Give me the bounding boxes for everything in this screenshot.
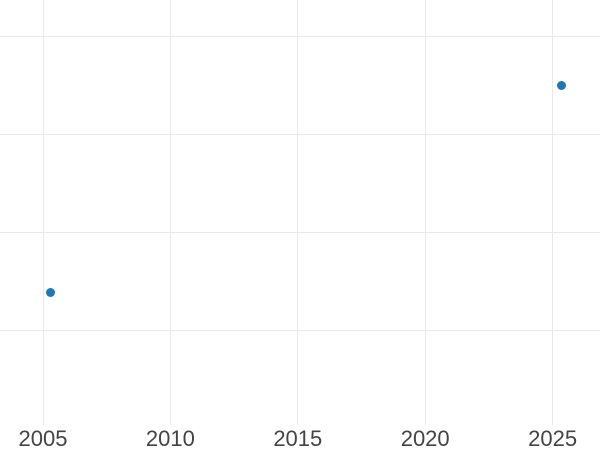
gridline-vertical	[297, 0, 299, 425]
gridline-horizontal	[0, 133, 600, 135]
data-point[interactable]	[556, 80, 566, 90]
gridline-horizontal	[0, 35, 600, 37]
x-tick-label: 2005	[18, 426, 68, 450]
gridline-vertical	[424, 0, 426, 425]
x-tick-label: 2010	[145, 426, 195, 450]
gridline-vertical	[169, 0, 171, 425]
data-point[interactable]	[45, 287, 55, 297]
gridline-vertical	[42, 0, 44, 425]
gridline-horizontal	[0, 329, 600, 331]
x-tick-label: 2015	[273, 426, 323, 450]
x-tick-label: 2020	[400, 426, 450, 450]
x-tick-label: 2025	[528, 426, 578, 450]
gridline-vertical	[552, 0, 554, 425]
gridline-horizontal	[0, 231, 600, 233]
